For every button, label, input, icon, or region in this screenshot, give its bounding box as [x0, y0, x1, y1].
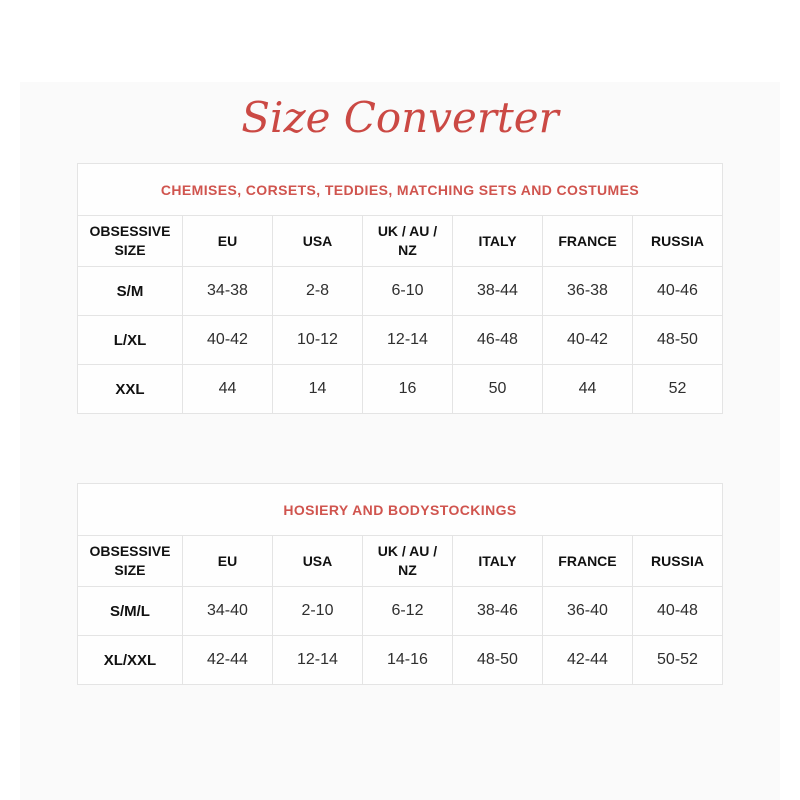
- column-header-russia: RUSSIA: [632, 215, 723, 267]
- table-cell: 36-40: [541, 586, 633, 636]
- table-cell: 48-50: [451, 635, 543, 685]
- table-title-row: HOSIERY AND BODYSTOCKINGS: [76, 483, 724, 536]
- table-cell: 44: [542, 364, 633, 414]
- table-cell: 12-14: [271, 635, 363, 685]
- table-cell: 44: [182, 364, 273, 414]
- table-title: HOSIERY AND BODYSTOCKINGS: [76, 483, 724, 536]
- column-header-eu: EU: [181, 535, 273, 587]
- table-row: XL/XXL 42-44 12-14 14-16 48-50 42-44 50-…: [76, 635, 724, 685]
- content-panel: Size Converter CHEMISES, CORSETS, TEDDIE…: [20, 82, 780, 800]
- table-row: S/M/L 34-40 2-10 6-12 38-46 36-40 40-48: [76, 586, 724, 636]
- table-cell: 16: [362, 364, 453, 414]
- row-label: L/XL: [77, 315, 183, 365]
- column-header-usa: USA: [271, 535, 363, 587]
- size-table-hosiery: HOSIERY AND BODYSTOCKINGS OBSESSIVE SIZE…: [76, 483, 724, 685]
- table-cell: 40-42: [542, 315, 633, 365]
- table-cell: 14-16: [361, 635, 453, 685]
- row-label: S/M/L: [76, 586, 183, 636]
- size-table-chemises: CHEMISES, CORSETS, TEDDIES, MATCHING SET…: [77, 163, 723, 414]
- table-row: L/XL 40-42 10-12 12-14 46-48 40-42 48-50: [77, 315, 723, 365]
- table-cell: 34-40: [181, 586, 273, 636]
- column-header-obsessive-size: OBSESSIVE SIZE: [76, 535, 183, 587]
- table-cell: 10-12: [272, 315, 363, 365]
- table-cell: 50-52: [631, 635, 724, 685]
- table-title-row: CHEMISES, CORSETS, TEDDIES, MATCHING SET…: [77, 163, 723, 216]
- page-title: Size Converter: [241, 93, 559, 142]
- table-cell: 40-46: [632, 266, 723, 316]
- table-cell: 38-46: [451, 586, 543, 636]
- column-header-russia: RUSSIA: [631, 535, 724, 587]
- table-cell: 12-14: [362, 315, 453, 365]
- table-cell: 42-44: [541, 635, 633, 685]
- column-header-france: FRANCE: [542, 215, 633, 267]
- column-header-france: FRANCE: [541, 535, 633, 587]
- table-cell: 6-10: [362, 266, 453, 316]
- table-header-row: OBSESSIVE SIZE EU USA UK / AU / NZ ITALY…: [76, 535, 724, 587]
- row-label: XXL: [77, 364, 183, 414]
- column-header-eu: EU: [182, 215, 273, 267]
- table-header-row: OBSESSIVE SIZE EU USA UK / AU / NZ ITALY…: [77, 215, 723, 267]
- column-header-usa: USA: [272, 215, 363, 267]
- table-cell: 46-48: [452, 315, 543, 365]
- column-header-uk-au-nz: UK / AU / NZ: [361, 535, 453, 587]
- column-header-italy: ITALY: [451, 535, 543, 587]
- table-cell: 38-44: [452, 266, 543, 316]
- table-cell: 6-12: [361, 586, 453, 636]
- column-header-uk-au-nz: UK / AU / NZ: [362, 215, 453, 267]
- table-cell: 40-48: [631, 586, 724, 636]
- table-cell: 42-44: [181, 635, 273, 685]
- table-cell: 14: [272, 364, 363, 414]
- table-cell: 52: [632, 364, 723, 414]
- table-cell: 34-38: [182, 266, 273, 316]
- table-cell: 36-38: [542, 266, 633, 316]
- column-header-obsessive-size: OBSESSIVE SIZE: [77, 215, 183, 267]
- table-row: XXL 44 14 16 50 44 52: [77, 364, 723, 414]
- table-cell: 48-50: [632, 315, 723, 365]
- column-header-italy: ITALY: [452, 215, 543, 267]
- row-label: XL/XXL: [76, 635, 183, 685]
- table-title: CHEMISES, CORSETS, TEDDIES, MATCHING SET…: [77, 163, 723, 216]
- table-cell: 2-8: [272, 266, 363, 316]
- table-cell: 50: [452, 364, 543, 414]
- table-cell: 2-10: [271, 586, 363, 636]
- table-cell: 40-42: [182, 315, 273, 365]
- table-row: S/M 34-38 2-8 6-10 38-44 36-38 40-46: [77, 266, 723, 316]
- row-label: S/M: [77, 266, 183, 316]
